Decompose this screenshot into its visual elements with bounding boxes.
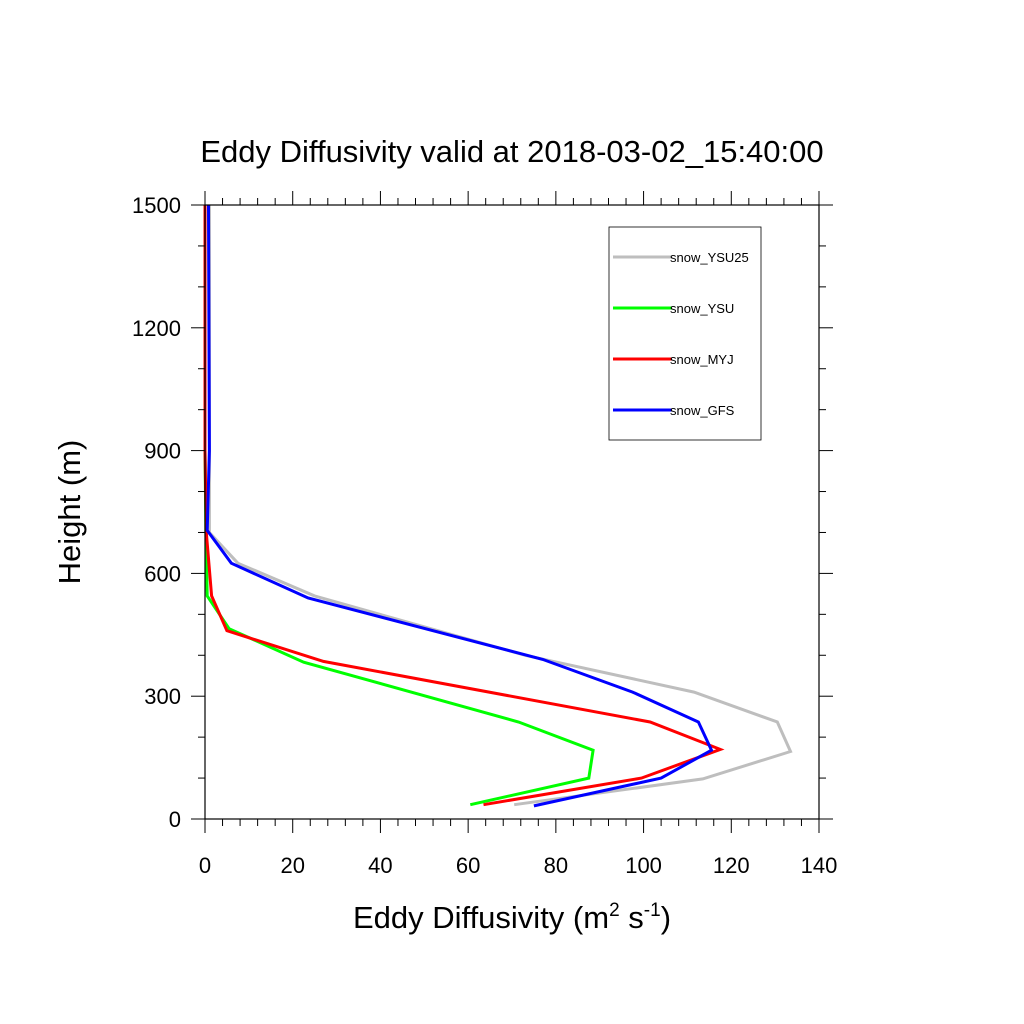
- legend-label-snow_YSU: snow_YSU: [670, 301, 734, 316]
- legend-label-snow_GFS: snow_GFS: [670, 403, 735, 418]
- legend-label-snow_MYJ: snow_MYJ: [670, 352, 734, 367]
- x-tick-label: 80: [544, 853, 568, 878]
- y-tick-labels: 0 300 600 900 1200 1500: [132, 193, 181, 832]
- x-axis-label-sup2: -1: [644, 900, 661, 921]
- y-tick-label: 900: [144, 439, 181, 464]
- series-layer: [203, 204, 793, 808]
- series-line-snow_MYJ: [203, 205, 725, 807]
- y-tick-label: 0: [169, 807, 181, 832]
- x-tick-labels: 0 20 40 60 80 100 120 140: [199, 853, 837, 878]
- legend: snow_YSU25 snow_YSU snow_MYJ snow_GFS: [608, 226, 762, 441]
- series-line-snow_GFS: [205, 204, 714, 808]
- y-tick-label: 300: [144, 684, 181, 709]
- y-tick-label: 600: [144, 561, 181, 586]
- x-tick-label: 20: [280, 853, 304, 878]
- x-axis-label-sup1: 2: [609, 900, 620, 921]
- minor-ticks: [198, 198, 826, 826]
- legend-label-snow_YSU25: snow_YSU25: [670, 250, 749, 265]
- x-tick-label: 120: [713, 853, 750, 878]
- x-axis-label-main: Eddy Diffusivity (m: [353, 900, 609, 935]
- legend-box: [608, 226, 762, 441]
- x-tick-label: 100: [625, 853, 662, 878]
- y-tick-label: 1200: [132, 316, 181, 341]
- x-tick-label: 140: [801, 853, 838, 878]
- plot-frame: [204, 204, 820, 820]
- y-tick-label: 1500: [132, 193, 181, 218]
- x-axis-label: Eddy Diffusivity (m2 s-1): [353, 900, 671, 935]
- x-axis-label-end: ): [661, 900, 671, 935]
- chart-title: Eddy Diffusivity valid at 2018-03-02_15:…: [200, 134, 823, 169]
- x-tick-label: 40: [368, 853, 392, 878]
- x-tick-label: 0: [199, 853, 211, 878]
- legend-entries: snow_YSU25 snow_YSU snow_MYJ snow_GFS: [613, 250, 749, 418]
- y-axis-label: Height (m): [52, 440, 87, 585]
- major-ticks: [191, 191, 833, 833]
- x-tick-label: 60: [456, 853, 480, 878]
- x-axis-label-mid: s: [620, 900, 644, 935]
